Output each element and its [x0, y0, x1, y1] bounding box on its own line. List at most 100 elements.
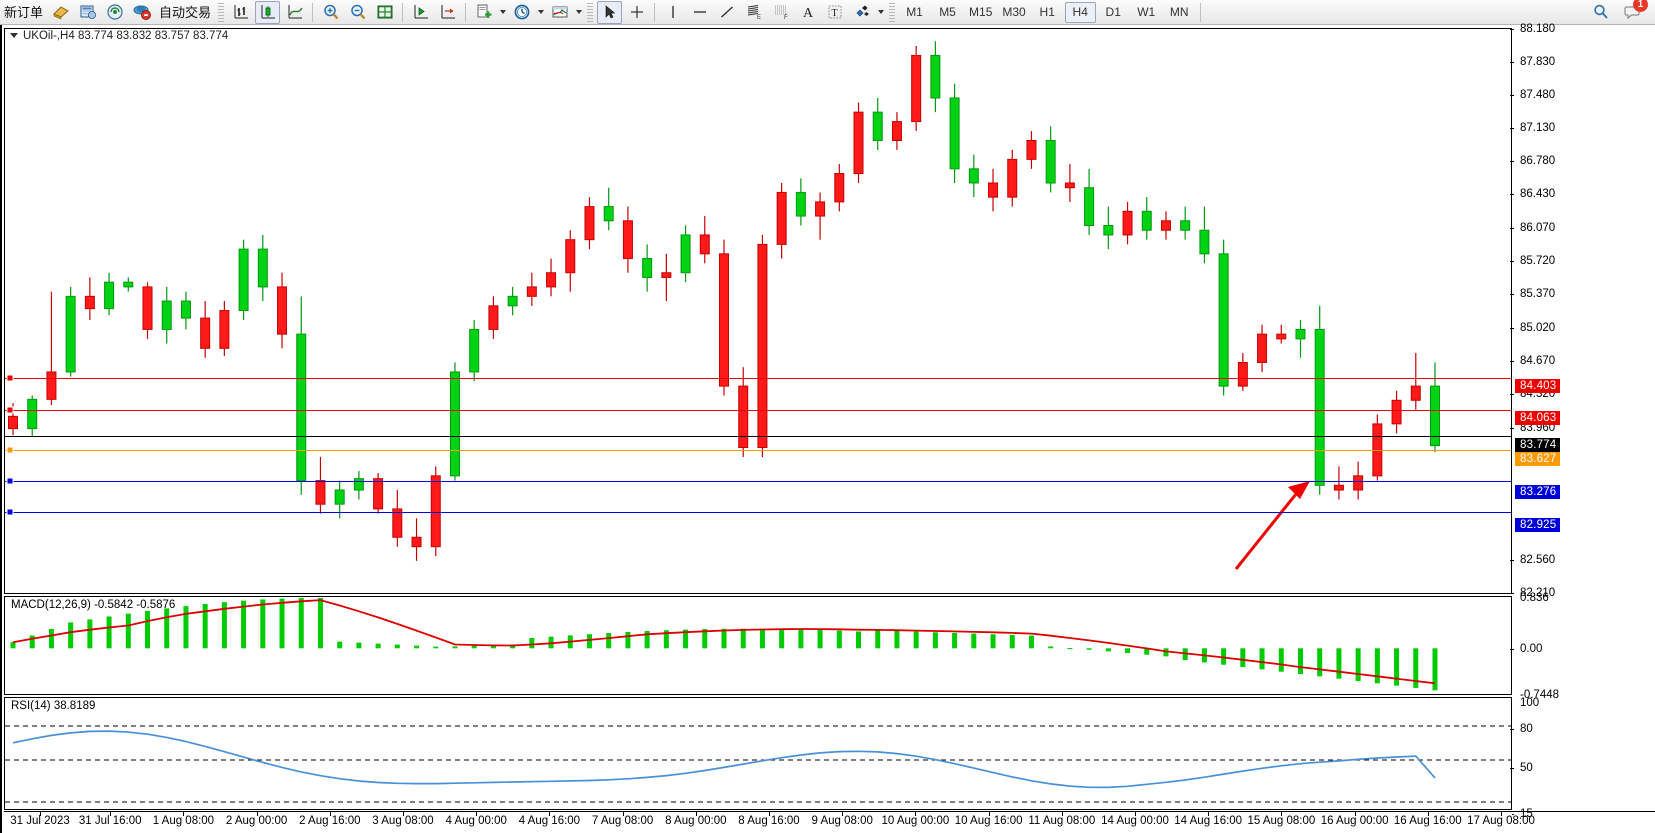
toolbar-separator	[402, 2, 404, 22]
line-chart-icon[interactable]	[282, 1, 307, 24]
price-axis-tick: 88.180	[1510, 23, 1555, 35]
bar-chart-icon[interactable]	[228, 1, 253, 24]
x-axis-label: 14 Aug 00:00	[1101, 815, 1169, 827]
chevron-down-icon[interactable]	[875, 1, 886, 24]
x-axis-tick	[1061, 812, 1063, 816]
new-order-icon[interactable]	[48, 1, 73, 24]
price-axis-tick: 86.430	[1510, 188, 1555, 200]
timeframe-m1[interactable]: M1	[906, 5, 923, 19]
objects-icon[interactable]	[849, 1, 874, 24]
x-axis-label: 8 Aug 16:00	[738, 815, 800, 827]
price-line-82925[interactable]	[5, 512, 1511, 513]
price-axis-tick: 85.720	[1510, 255, 1555, 267]
price-line-84403[interactable]	[5, 378, 1511, 379]
fibonacci-f-icon[interactable]: F	[768, 1, 793, 24]
x-axis-label: 2 Aug 00:00	[225, 815, 288, 827]
x-axis-label: 4 Aug 00:00	[445, 815, 507, 827]
macd-chart-svg	[10, 597, 1438, 691]
x-axis-tick	[110, 812, 112, 816]
toolbar-grip[interactable]	[889, 2, 896, 22]
auto-scroll-icon[interactable]	[408, 1, 433, 24]
price-tag-82925[interactable]: 82.925	[1515, 518, 1561, 533]
chart-area[interactable]: UKOil-,H4 83.774 83.832 83.757 83.774	[0, 23, 1655, 833]
vertical-line-icon[interactable]	[660, 1, 685, 24]
price-axis-tick: 87.480	[1510, 89, 1555, 101]
price-line-83276[interactable]	[5, 481, 1511, 482]
alert-icon[interactable]: 1	[1620, 0, 1648, 24]
zoom-out-icon[interactable]	[345, 1, 370, 24]
toolbar-grip[interactable]	[587, 2, 594, 22]
x-axis[interactable]: 31 Jul 2023 31 Jul 16:00 1 Aug 08:00 2 Aug …	[4, 812, 1535, 833]
timeframe-d1[interactable]: D1	[1105, 5, 1121, 19]
price-tag-84403[interactable]: 84.403	[1515, 378, 1561, 393]
chart-grid-icon[interactable]	[372, 1, 397, 24]
timeframe-h1[interactable]: H1	[1039, 5, 1055, 19]
crosshair-icon[interactable]	[624, 1, 649, 24]
signals-icon[interactable]	[102, 1, 127, 24]
x-axis-tick	[1354, 812, 1356, 816]
trendline-icon[interactable]	[714, 1, 739, 24]
cursor-icon[interactable]	[597, 0, 623, 24]
chevron-down-icon[interactable]	[535, 1, 546, 24]
search-icon[interactable]	[1588, 1, 1613, 24]
price-tag-83774[interactable]: 83.774	[1515, 438, 1561, 453]
price-line-83627[interactable]	[5, 450, 1511, 451]
price-line-marker-84403[interactable]	[6, 374, 14, 382]
text-icon[interactable]: A	[795, 1, 820, 24]
text-label-icon[interactable]: T	[822, 1, 847, 24]
data-window-icon[interactable]	[75, 1, 100, 24]
x-axis-tick	[549, 812, 551, 816]
zoom-in-icon[interactable]	[318, 1, 343, 24]
new-order-button[interactable]: 新订单	[4, 4, 44, 20]
x-axis-tick	[256, 812, 258, 816]
timeframe-h4[interactable]: H4	[1064, 1, 1096, 23]
candlestick-chart-icon[interactable]	[255, 0, 281, 24]
chart-collapse-icon[interactable]	[10, 33, 18, 38]
timeframe-mn[interactable]: MN	[1169, 5, 1189, 19]
toolbar-separator	[465, 2, 467, 22]
timeframe-m30[interactable]: M30	[1002, 5, 1026, 19]
period-separator-icon[interactable]	[509, 1, 534, 24]
price-axis-tick: 84.670	[1510, 355, 1555, 367]
price-line-marker-82925[interactable]	[6, 508, 14, 516]
price-pane[interactable]	[4, 28, 1512, 594]
x-axis-tick	[988, 812, 990, 816]
horizontal-line-icon[interactable]	[687, 1, 712, 24]
chevron-down-icon[interactable]	[497, 1, 508, 24]
price-tag-84063[interactable]: 84.063	[1515, 410, 1561, 425]
price-tag-83627[interactable]: 83.627	[1515, 452, 1561, 467]
macd-pane[interactable]: MACD(12,26,9) -0.5842 -0.5876	[4, 596, 1512, 695]
svg-text:A: A	[803, 6, 814, 21]
timeframe-w1[interactable]: W1	[1137, 5, 1156, 19]
price-tag-83276[interactable]: 83.276	[1515, 485, 1561, 500]
chevron-down-icon[interactable]	[573, 1, 584, 24]
annotation-arrow	[1234, 481, 1310, 570]
indicator-icon[interactable]	[547, 1, 572, 24]
add-template-icon[interactable]	[471, 1, 496, 24]
price-line-marker-83627[interactable]	[6, 446, 14, 454]
x-axis-tick	[40, 812, 41, 816]
price-line-marker-83276[interactable]	[6, 477, 14, 485]
svg-text:F: F	[784, 15, 788, 21]
toolbar-separator	[1199, 2, 1201, 22]
price-axis-tick: 85.370	[1510, 288, 1555, 300]
autotrading-button[interactable]: 自动交易	[159, 4, 212, 20]
timeframe-m15[interactable]: M15	[969, 5, 993, 19]
x-axis-label: 31 Jul 2023	[10, 815, 70, 827]
x-axis-label: 2 Aug 16:00	[299, 815, 361, 827]
price-axis[interactable]: 88.180 87.830 87.480 87.130 86.780 86.430 86.0…	[1510, 23, 1655, 599]
fibonacci-e-icon[interactable]: E	[741, 1, 766, 24]
chart-title: UKOil-,H4 83.774 83.832 83.757 83.774	[23, 29, 229, 42]
price-line-marker-84063[interactable]	[6, 406, 14, 414]
price-axis-tick: 86.070	[1510, 222, 1555, 234]
rsi-axis-tick: 50	[1510, 762, 1533, 774]
toolbar-grip[interactable]	[218, 2, 225, 22]
rsi-pane[interactable]: RSI(14) 38.8189	[4, 697, 1512, 810]
svg-text:E: E	[757, 15, 761, 21]
x-axis-label: 8 Aug 00:00	[665, 815, 727, 827]
price-line-84063[interactable]	[5, 410, 1511, 411]
timeframe-m5[interactable]: M5	[939, 5, 956, 19]
autotrading-icon[interactable]	[129, 1, 154, 24]
chart-shift-icon[interactable]	[435, 1, 460, 24]
rsi-indicator-label: RSI(14) 38.8189	[11, 700, 96, 712]
